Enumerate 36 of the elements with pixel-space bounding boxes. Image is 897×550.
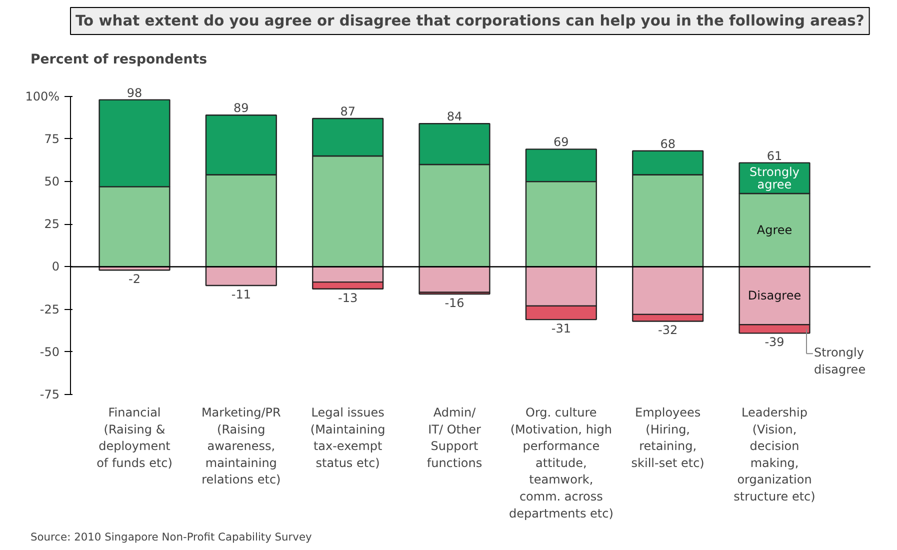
text: -16 bbox=[444, 296, 464, 310]
y-tick-label: -75 bbox=[40, 388, 60, 402]
series-label: Agree bbox=[756, 223, 792, 238]
text: -39 bbox=[764, 335, 784, 350]
x-tick-label: Legal issues (Maintaining tax-exempt status etc) bbox=[310, 406, 386, 470]
series-label: Disagree bbox=[748, 288, 802, 303]
x-tick-label: Leadership (Vision, decision making, organization structure etc) bbox=[734, 406, 816, 504]
x-tick-label: Org. culture (Motivation, high performance attitude, teamwork, comm. across departments etc) bbox=[508, 406, 614, 520]
x-tick-label: Employees (Hiring, retaining, skill-set etc) bbox=[631, 406, 704, 470]
text: 61 bbox=[766, 148, 782, 163]
text: 68 bbox=[660, 136, 676, 151]
x-tick-label: Financial (Raising & deployment of funds etc) bbox=[96, 406, 172, 470]
y-axis-title: Percent of respondents bbox=[30, 52, 208, 68]
text: 84 bbox=[446, 110, 462, 124]
text: -13 bbox=[338, 290, 358, 305]
series-label: Strongly agree bbox=[750, 164, 800, 192]
y-tick-label: -25 bbox=[40, 302, 60, 316]
y-tick-label: 100% bbox=[25, 89, 60, 104]
text: 89 bbox=[234, 101, 249, 116]
y-tick-label: -50 bbox=[40, 344, 60, 359]
text: -32 bbox=[658, 323, 678, 338]
x-tick-label: Admin/ IT/ Other Support functions bbox=[426, 406, 482, 470]
text: 69 bbox=[554, 135, 569, 150]
text: -2 bbox=[128, 272, 140, 286]
y-tick-label: 25 bbox=[44, 217, 60, 232]
y-tick-label: 0 bbox=[52, 260, 60, 274]
series-label: Strongly disagree bbox=[814, 346, 866, 376]
text: -31 bbox=[551, 322, 571, 336]
text: -11 bbox=[231, 287, 251, 302]
x-tick-label: Marketing/PR (Raising awareness, maintaining relations etc) bbox=[201, 406, 281, 487]
y-tick-label: 50 bbox=[44, 174, 60, 189]
text: 87 bbox=[340, 104, 356, 119]
text: 98 bbox=[126, 86, 142, 100]
chart-title: To what extent do you agree or disagree that corporations can help you in the following areas? bbox=[76, 12, 864, 30]
source-note: Source: 2010 Singapore Non-Profit Capability Survey bbox=[30, 530, 312, 544]
y-tick-label: 75 bbox=[44, 132, 60, 146]
